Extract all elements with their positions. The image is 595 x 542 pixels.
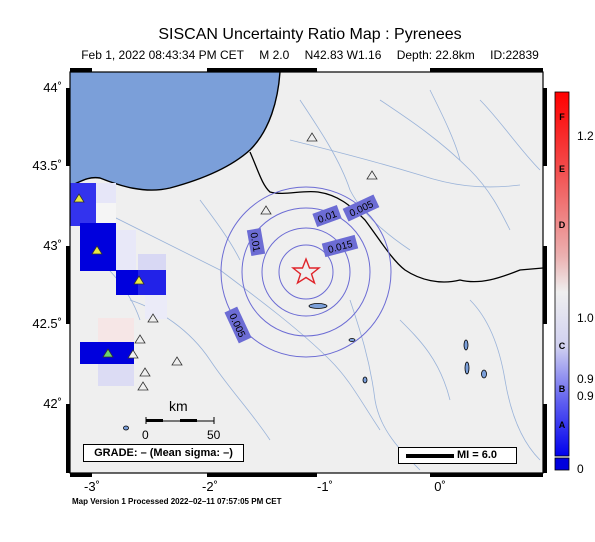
colorbar-letter: E xyxy=(559,164,565,174)
station-triangle xyxy=(73,193,85,203)
colorbar xyxy=(554,91,570,457)
seismic-stations xyxy=(73,132,378,391)
colorbar-letter: F xyxy=(559,112,565,122)
event-location: N42.83 W1.16 xyxy=(304,48,382,62)
station-triangle xyxy=(260,205,272,215)
lon-label: -3˚ xyxy=(84,479,100,494)
station-triangle xyxy=(171,356,183,366)
station-triangle xyxy=(137,381,149,391)
colorbar-value: 1.0 xyxy=(577,311,594,325)
sea-area xyxy=(70,72,280,191)
uncertainty-grid xyxy=(70,183,167,386)
uncertainty-contours xyxy=(220,186,392,358)
event-depth: Depth: 22.8km xyxy=(396,48,475,62)
station-triangle xyxy=(133,275,145,285)
mi-legend: MI = 6.0 xyxy=(398,447,517,464)
station-triangle xyxy=(102,348,114,358)
map-subtitle: Feb 1, 2022 08:43:34 PM CET M 2.0 N42.83… xyxy=(0,48,595,62)
contour-labels: 0.005 0.01 0.015 0.01 0.005 xyxy=(224,194,380,344)
colorbar-value: 0.9 xyxy=(577,372,594,386)
event-datetime: Feb 1, 2022 08:43:34 PM CET xyxy=(81,48,244,62)
colorbar-letter: C xyxy=(559,341,566,351)
map-title: SISCAN Uncertainty Ratio Map : Pyrenees xyxy=(158,26,462,43)
lat-label: 42.5˚ xyxy=(32,316,62,331)
processing-footer: Map Version 1 Processed 2022–02–11 07:57… xyxy=(72,497,282,506)
colorbar-letter: D xyxy=(559,220,566,230)
grade-legend: GRADE: – (Mean sigma: –) xyxy=(83,444,244,462)
station-triangle xyxy=(139,367,151,377)
lat-label: 43.5˚ xyxy=(32,158,62,173)
scale-tick: 0 xyxy=(142,428,149,442)
event-magnitude: M 2.0 xyxy=(259,48,290,62)
colorbar-value: 1.2 xyxy=(577,129,594,143)
station-triangle xyxy=(91,245,103,255)
lon-label: 0˚ xyxy=(434,479,446,494)
mi-label: MI = 6.0 xyxy=(457,449,498,461)
colorbar-value: 0 xyxy=(577,462,584,476)
station-triangle xyxy=(306,132,318,142)
mi-line-symbol xyxy=(406,454,454,458)
scale-unit: km xyxy=(169,398,188,414)
lakes xyxy=(123,303,487,431)
station-triangle xyxy=(127,349,139,359)
station-triangle xyxy=(134,334,146,344)
event-id: ID:22839 xyxy=(490,48,539,62)
colorbar-letter: A xyxy=(559,420,566,430)
station-triangle xyxy=(366,170,378,180)
contour-label: 0.01 xyxy=(247,232,261,254)
lat-label: 42˚ xyxy=(43,396,62,411)
lat-label: 43˚ xyxy=(43,238,62,253)
national-border xyxy=(249,151,544,283)
scale-tick: 50 xyxy=(207,428,221,442)
colorbar-letters: F E D C B A xyxy=(559,112,566,430)
colorbar-value: 0.9 xyxy=(577,389,594,403)
lon-label: -2˚ xyxy=(202,479,218,494)
colorbar-min-swatch xyxy=(554,457,570,471)
scale-bar xyxy=(145,417,215,424)
colorbar-letter: B xyxy=(559,384,566,394)
coastline xyxy=(69,71,281,191)
epicenter-star xyxy=(291,257,321,285)
frame-ticks xyxy=(66,68,547,477)
lat-label: 44˚ xyxy=(43,80,62,95)
station-triangle xyxy=(147,313,159,323)
lon-label: -1˚ xyxy=(317,479,333,494)
